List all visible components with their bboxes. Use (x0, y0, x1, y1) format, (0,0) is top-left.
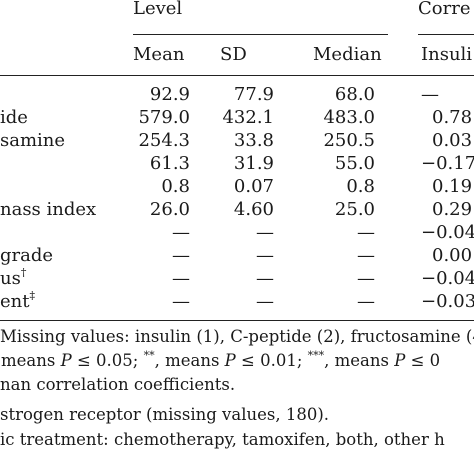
row-label-text: ent (0, 291, 30, 312)
cell-sd: 77.9 (233, 84, 274, 105)
cell-mean: 579.0 (138, 107, 190, 128)
group-rule-level (133, 34, 388, 35)
cell-median: — (357, 291, 375, 312)
cell-mean: — (172, 222, 190, 243)
footnote-sig-text-a: means (1, 351, 61, 370)
cell-mean: — (172, 291, 190, 312)
cell-sd: 432.1 (222, 107, 274, 128)
row-label: nass index (0, 199, 96, 221)
cell-median: — (357, 245, 375, 266)
header-correlation: Corre (418, 0, 471, 19)
cell-median: — (357, 222, 375, 243)
cell-median: 68.0 (334, 84, 375, 105)
row-label: samine (0, 130, 65, 152)
cell-insulin-correlation: −0.17 (421, 153, 474, 174)
cell-mean: — (172, 268, 190, 289)
row-label: grade (0, 245, 53, 267)
footnote-sig-stars-2: ** (143, 348, 155, 362)
p-symbol-3: P (394, 351, 406, 370)
footnote-sig-text-f: ≤ 0 (410, 351, 441, 370)
row-label-text: nass index (0, 199, 97, 220)
footnote-estrogen: strogen receptor (missing values, 180). (0, 405, 330, 424)
cell-median: 25.0 (334, 199, 375, 220)
cell-median: 0.8 (346, 176, 375, 197)
p-symbol-1: P (60, 351, 72, 370)
row-label-footnote-mark: ‡ (29, 289, 35, 302)
cell-insulin-correlation: 0.29 (432, 199, 473, 220)
footnote-significance: means P ≤ 0.05; **, means P ≤ 0.01; ***,… (0, 348, 441, 371)
header-level: Level (133, 0, 183, 19)
cell-insulin-correlation: 0.03 (432, 130, 473, 151)
row-label: ide (0, 107, 28, 129)
cell-sd: 31.9 (233, 153, 274, 174)
col-header-sd: SD (220, 44, 247, 65)
cell-insulin-correlation: 0.78 (432, 107, 473, 128)
bottom-rule (0, 320, 474, 321)
cell-mean: 254.3 (138, 130, 190, 151)
footnote-correlation: nan correlation coefficients. (0, 375, 236, 394)
cell-mean: 26.0 (149, 199, 190, 220)
cell-sd: 4.60 (233, 199, 274, 220)
cell-insulin-correlation: −0.03 (421, 291, 474, 312)
footnote-sig-text-d: ≤ 0.01; (241, 351, 308, 370)
cell-mean: 0.8 (161, 176, 190, 197)
row-label: us† (0, 266, 27, 290)
cell-median: 250.5 (323, 130, 375, 151)
cell-sd: 0.07 (233, 176, 274, 197)
cell-insulin-correlation: 0.00 (432, 245, 473, 266)
cell-sd: 33.8 (233, 130, 274, 151)
cell-sd: — (256, 291, 274, 312)
footnote-treatment: ic treatment: chemotherapy, tamoxifen, b… (0, 430, 445, 449)
cell-median: — (357, 268, 375, 289)
footnote-sig-text-e: , means (324, 351, 395, 370)
cell-sd: — (256, 268, 274, 289)
footnote-sig-text-c: , means (154, 351, 225, 370)
row-label-text: ide (0, 107, 28, 128)
row-label-text: us (0, 268, 21, 289)
cell-sd: — (256, 245, 274, 266)
cell-insulin-correlation: −0.04 (421, 222, 474, 243)
col-header-mean: Mean (133, 44, 185, 65)
cell-insulin-correlation: 0.19 (432, 176, 473, 197)
row-label-footnote-mark: † (20, 266, 27, 279)
cell-median: 483.0 (323, 107, 375, 128)
group-rule-corr (418, 34, 474, 35)
header-rule (0, 75, 474, 76)
row-label: ent‡ (0, 289, 35, 313)
row-label-text: grade (0, 245, 54, 266)
footnote-missing-values: Missing values: insulin (1), C-peptide (… (0, 327, 474, 346)
cell-mean: 61.3 (149, 153, 190, 174)
row-label-text: samine (0, 130, 66, 151)
cell-mean: 92.9 (149, 84, 190, 105)
cell-median: 55.0 (334, 153, 375, 174)
cell-sd: — (256, 222, 274, 243)
p-symbol-2: P (224, 351, 236, 370)
cell-insulin-correlation: −0.04 (421, 268, 474, 289)
cell-insulin-correlation: — (421, 84, 439, 105)
col-header-insulin: Insuli (421, 44, 473, 65)
cell-mean: — (172, 245, 190, 266)
footnote-sig-text-b: ≤ 0.05; (76, 351, 144, 370)
footnote-sig-stars-3: *** (307, 348, 325, 362)
col-header-median: Median (313, 44, 382, 65)
